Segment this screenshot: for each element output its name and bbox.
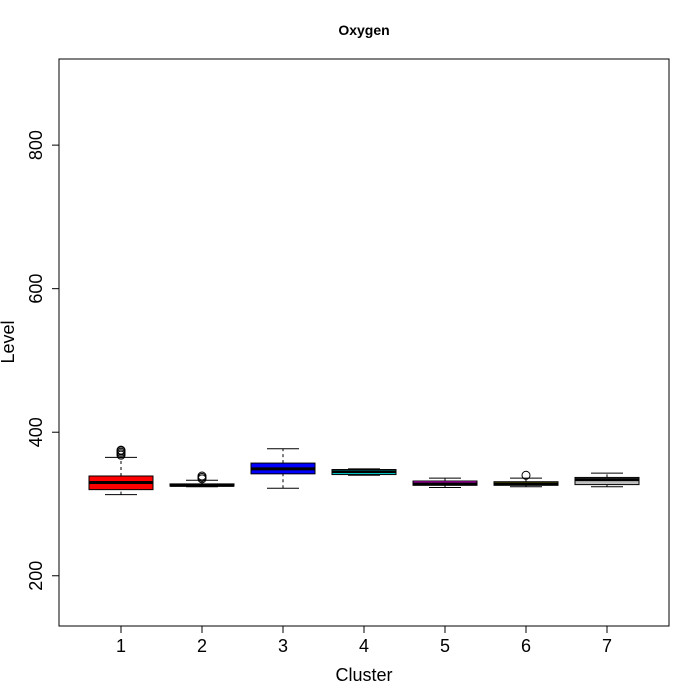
y-tick-label: 800 bbox=[26, 130, 46, 160]
outlier-point bbox=[116, 445, 126, 455]
x-tick-label: 7 bbox=[602, 636, 612, 656]
x-tick-label: 6 bbox=[521, 636, 531, 656]
box-cluster-5 bbox=[412, 477, 478, 488]
box-cluster-6 bbox=[493, 470, 559, 488]
outlier-point bbox=[521, 470, 531, 480]
x-tick-label: 1 bbox=[116, 636, 126, 656]
y-axis-label: Level bbox=[0, 320, 18, 363]
box-cluster-1 bbox=[88, 445, 154, 496]
boxes-layer bbox=[88, 445, 640, 496]
x-tick-label: 5 bbox=[440, 636, 450, 656]
box-cluster-4 bbox=[331, 468, 397, 476]
chart-title: Oxygen bbox=[338, 22, 389, 38]
box-cluster-3 bbox=[250, 448, 316, 489]
y-axis: 200 400 600 800 bbox=[26, 130, 60, 591]
x-tick-label: 2 bbox=[197, 636, 207, 656]
x-tick-label: 4 bbox=[359, 636, 369, 656]
x-axis: 1 2 3 4 5 6 7 bbox=[116, 625, 612, 656]
box-cluster-2 bbox=[169, 471, 235, 488]
y-tick-label: 600 bbox=[26, 274, 46, 304]
outlier-point bbox=[197, 471, 207, 481]
y-tick-label: 200 bbox=[26, 561, 46, 591]
x-tick-label: 3 bbox=[278, 636, 288, 656]
plot-frame bbox=[58, 58, 670, 627]
x-axis-label: Cluster bbox=[335, 665, 392, 685]
y-tick-label: 400 bbox=[26, 417, 46, 447]
box-cluster-7 bbox=[574, 472, 640, 488]
